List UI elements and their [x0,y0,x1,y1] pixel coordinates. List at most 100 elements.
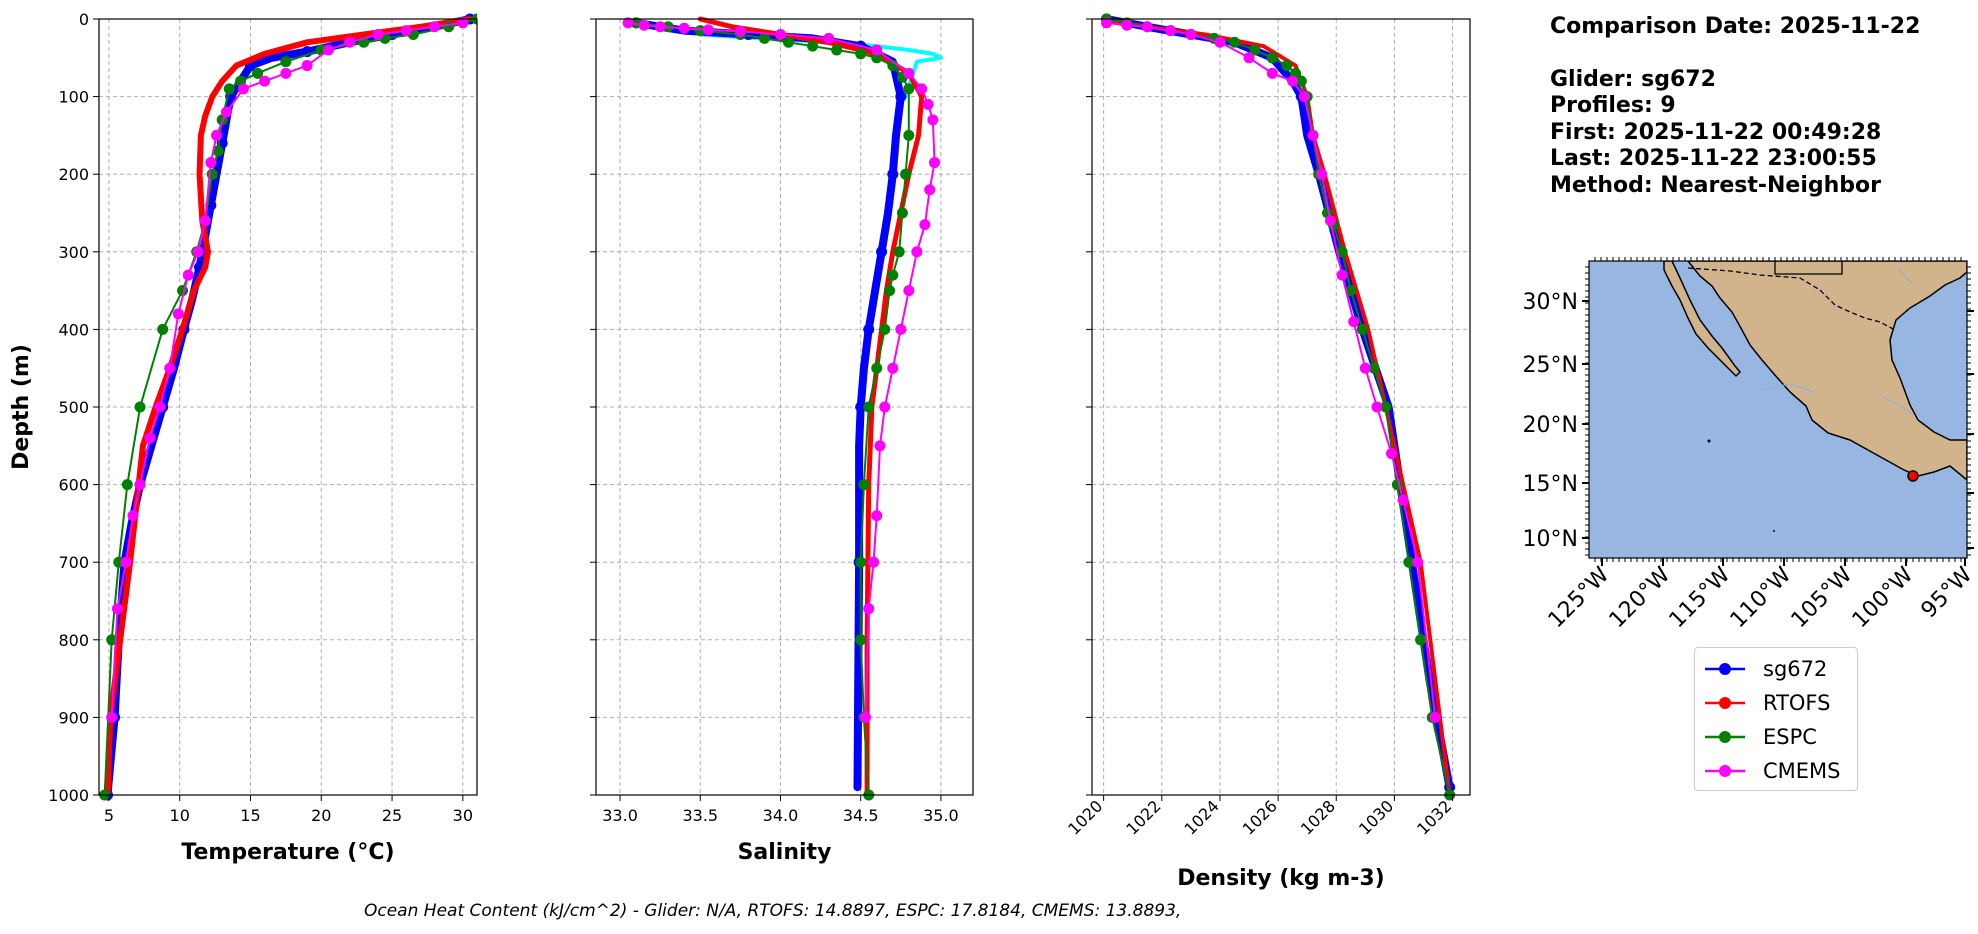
legend-item-rtofs: RTOFS [1703,688,1830,718]
map-lat-label: 30°N [1523,290,1578,315]
espc-point [900,168,912,180]
cmems-point [638,19,650,31]
cmems-point [220,106,232,118]
cmems-point [182,269,194,281]
y-tick-label: 200 [58,165,89,184]
y-axis-label: Depth (m) [9,344,34,470]
temperature-panel: 5 10 15 20 25 3001002003004005006007008009001… [9,10,478,865]
cmems-point [1371,401,1383,413]
x-tick-label: 10 [170,806,190,825]
series-group [622,16,943,801]
x-tick-label: 1022 [1122,796,1164,838]
legend-item-cmems: CMEMS [1703,756,1841,786]
espc-point [223,83,235,95]
cmems-point [622,17,634,29]
espc-point [887,269,899,281]
y-tick-label: 0 [79,10,89,29]
cmems-point [172,308,184,320]
espc-point [893,246,905,258]
x-tick-label: 25 [382,806,402,825]
sg672-point [876,246,888,258]
cmems-point [1307,129,1319,141]
cmems-point [734,25,746,37]
espc-point [855,556,867,568]
espc-point [879,323,891,335]
cmems-point [259,75,271,87]
cmems-point [280,67,292,79]
espc-point [106,634,118,646]
y-tick-label: 1000 [48,786,89,805]
cmems-point [871,510,883,522]
map-lon-label: 105°W [1787,562,1858,633]
cmems-point [457,17,469,29]
espc-point [1403,556,1415,568]
x-tick-label: 1032 [1413,796,1455,838]
espc-point [134,401,146,413]
legend-item-sg672: sg672 [1703,654,1827,684]
x-tick-label: 34.5 [843,806,879,825]
espc-point [280,56,292,68]
map-frame [1588,260,1968,559]
y-tick-label: 300 [58,243,89,262]
cmems-point [911,246,923,258]
series-group [1101,13,1456,801]
espc-point [1415,634,1427,646]
x-axis-label: Density (kg m-3) [1177,866,1385,891]
legend-item-espc: ESPC [1703,722,1817,752]
x-tick-label: 33.0 [602,806,638,825]
cmems-point [924,184,936,196]
map-border [1687,267,1896,331]
espc-point [443,21,455,33]
espc-point [783,36,795,48]
sg672-point [855,401,867,413]
cmems-point [863,603,875,615]
y-tick-label: 800 [58,631,89,650]
y-tick-label: 100 [58,88,89,107]
map-land-mexico [1687,261,1967,481]
espc-point [694,25,706,37]
comparison-date: Comparison Date: 2025-11-22 [1550,14,1921,39]
cmems-point [400,25,412,37]
espc-point [858,479,870,491]
cmems-point [919,219,931,231]
map-river [1759,267,1913,415]
cmems-point [887,362,899,374]
y-tick-label: 700 [58,553,89,572]
cmems-point [927,114,939,126]
cmems-point [860,711,872,723]
x-tick-label: 1024 [1181,796,1223,838]
cmems-point [1141,21,1153,33]
map-lat-label: 10°N [1523,527,1578,552]
espc-point [1356,323,1368,335]
sg672-point [895,91,907,103]
map-lon-label: 100°W [1848,562,1919,633]
cmems-point [322,44,334,56]
cmems-point [154,401,166,413]
y-tick-label: 400 [58,320,89,339]
espc-point [758,32,770,44]
cmems-point [895,323,907,335]
espc-point [121,479,133,491]
legend-label: ESPC [1763,725,1817,749]
cmems-point [928,157,940,169]
espc-point [1345,285,1357,297]
espc-point [807,40,819,52]
map-baja-california [1663,261,1742,378]
map-lat-label: 20°N [1523,413,1578,438]
legend-label: RTOFS [1763,691,1831,715]
y-tick-label: 500 [58,398,89,417]
cmems-point [1165,25,1177,37]
espc-point [903,129,915,141]
espc-point [1380,401,1392,413]
cmems-point [111,603,123,615]
espc-point [1281,60,1293,72]
espc-point [1368,362,1380,374]
legend-line-icon [1705,765,1745,777]
espc-point [855,634,867,646]
x-tick-label: 20 [311,806,331,825]
espc-point [1266,52,1278,64]
cmems-point [1121,19,1133,31]
legend-label: sg672 [1763,657,1828,681]
espc-point [1228,36,1240,48]
